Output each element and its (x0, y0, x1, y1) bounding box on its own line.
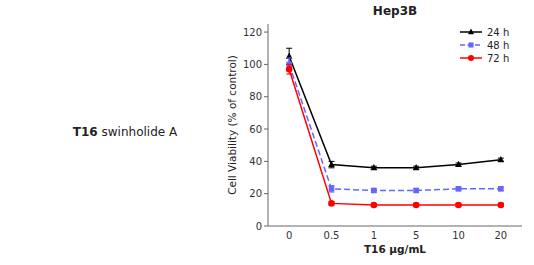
chart: T16 swinholide AHep3B02040608010012000.5… (0, 0, 534, 265)
error-cap (329, 185, 335, 186)
point (498, 202, 505, 209)
legend-label: 24 h (487, 27, 509, 38)
error-cap (286, 48, 292, 49)
point (286, 66, 293, 73)
error-cap (286, 57, 292, 58)
y-tick-label: 0 (256, 221, 262, 232)
legend: 24 h 48 h 72 h (460, 27, 509, 64)
error-bar (286, 64, 292, 74)
y-label: Cell Viability (% of control) (226, 55, 238, 195)
x-tick-label: 1 (371, 230, 377, 241)
annotation: T16 (73, 125, 98, 139)
point (329, 186, 335, 192)
caption: T16 swinholide A (73, 125, 178, 139)
y-tick (264, 96, 268, 97)
point (371, 188, 377, 194)
point (498, 156, 505, 162)
y-axis (268, 24, 269, 226)
x-tick-label: 20 (494, 230, 507, 241)
point (328, 161, 335, 167)
legend-label: 48 h (487, 40, 509, 51)
y-tick-label: 100 (243, 59, 262, 70)
point (371, 164, 378, 170)
y-tick-label: 40 (249, 156, 262, 167)
y-tick (264, 193, 268, 194)
point (371, 202, 378, 209)
legend-marker (468, 42, 473, 47)
point (413, 202, 420, 209)
error-cap (329, 167, 335, 168)
point (456, 186, 462, 192)
plot-area (286, 48, 504, 208)
point (328, 200, 335, 207)
y-tick-label: 120 (243, 27, 262, 38)
error-cap (329, 192, 335, 193)
point (413, 188, 419, 194)
error-cap (286, 74, 292, 75)
annotation: swinholide A (98, 125, 178, 139)
title: Hep3B (373, 4, 417, 18)
y-tick-label: 80 (249, 91, 262, 102)
x-label: T16 μg/mL (364, 243, 426, 255)
y-tick (264, 32, 268, 33)
y-tick (264, 64, 268, 65)
legend-marker (468, 29, 474, 35)
y-tick (264, 129, 268, 130)
error-bar (329, 186, 335, 192)
series-line (289, 69, 501, 205)
x-axis (268, 226, 522, 227)
point (286, 53, 293, 59)
y-tick-label: 20 (249, 188, 262, 199)
y-tick (264, 226, 268, 227)
point (413, 164, 420, 170)
y-tick-label: 60 (249, 124, 262, 135)
error-cap (286, 64, 292, 65)
point (498, 186, 504, 192)
point (455, 202, 462, 209)
x-tick-label: 5 (413, 230, 419, 241)
series-line (289, 56, 501, 168)
x-tick-label: 0 (286, 230, 292, 241)
legend-label: 72 h (487, 53, 509, 64)
error-cap (286, 64, 292, 65)
point (455, 161, 462, 167)
x-tick-label: 0.5 (324, 230, 340, 241)
legend-marker (468, 55, 474, 61)
x-tick-label: 10 (452, 230, 465, 241)
error-bar (329, 161, 335, 167)
y-tick (264, 161, 268, 162)
